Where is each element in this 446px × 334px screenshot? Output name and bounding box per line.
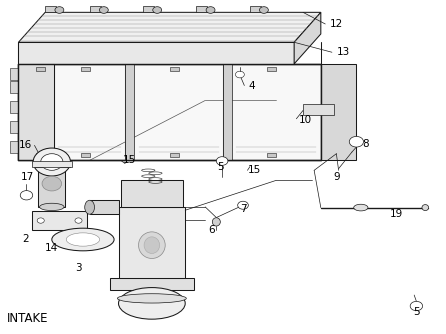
Circle shape (349, 136, 363, 147)
Polygon shape (294, 12, 321, 64)
Polygon shape (223, 64, 232, 160)
Polygon shape (18, 12, 321, 42)
Circle shape (99, 7, 108, 13)
Circle shape (410, 301, 423, 311)
Polygon shape (9, 121, 18, 133)
Text: 3: 3 (75, 264, 82, 274)
Text: 15: 15 (123, 155, 136, 165)
Bar (36, 153, 45, 157)
Text: 9: 9 (333, 172, 340, 182)
Circle shape (75, 218, 82, 223)
Text: 4: 4 (248, 80, 255, 91)
Polygon shape (90, 200, 120, 214)
Bar (36, 66, 45, 70)
Polygon shape (321, 64, 356, 160)
Text: 14: 14 (45, 243, 58, 254)
Ellipse shape (422, 205, 429, 210)
Polygon shape (18, 42, 294, 64)
Text: 5: 5 (413, 307, 420, 317)
Text: INTAKE: INTAKE (8, 312, 49, 325)
Polygon shape (34, 162, 70, 167)
Text: 5: 5 (218, 162, 224, 172)
Text: 6: 6 (209, 225, 215, 235)
Circle shape (41, 154, 63, 170)
Text: 16: 16 (19, 140, 32, 150)
Polygon shape (32, 211, 87, 230)
Circle shape (216, 157, 228, 165)
Circle shape (235, 71, 244, 78)
Polygon shape (54, 64, 321, 160)
Bar (169, 66, 178, 70)
Circle shape (153, 7, 161, 13)
Polygon shape (110, 279, 194, 290)
Bar (196, 6, 207, 12)
Bar (143, 6, 154, 12)
Text: 8: 8 (362, 139, 368, 149)
Polygon shape (9, 101, 18, 113)
Text: 17: 17 (21, 172, 34, 182)
Polygon shape (125, 64, 134, 160)
Bar (81, 66, 90, 70)
Ellipse shape (212, 218, 220, 226)
Circle shape (37, 218, 44, 223)
Ellipse shape (85, 200, 95, 214)
Circle shape (42, 176, 62, 191)
Ellipse shape (144, 237, 160, 254)
Circle shape (20, 191, 33, 200)
Bar (169, 153, 178, 157)
Circle shape (55, 7, 64, 13)
Bar (90, 6, 101, 12)
Polygon shape (121, 180, 183, 207)
Ellipse shape (117, 294, 186, 303)
Bar (268, 153, 277, 157)
Ellipse shape (40, 203, 64, 210)
Circle shape (33, 148, 70, 176)
Ellipse shape (66, 233, 99, 246)
Polygon shape (38, 167, 65, 207)
Bar (268, 66, 277, 70)
Text: 15: 15 (248, 165, 261, 175)
Bar (250, 6, 261, 12)
Bar (45, 6, 56, 12)
Ellipse shape (119, 288, 185, 319)
Text: 7: 7 (240, 204, 246, 213)
Polygon shape (18, 64, 54, 160)
Ellipse shape (139, 232, 165, 259)
Polygon shape (119, 207, 185, 279)
Circle shape (206, 7, 215, 13)
Circle shape (238, 201, 248, 209)
Polygon shape (9, 68, 18, 80)
Ellipse shape (52, 228, 114, 251)
Circle shape (260, 7, 268, 13)
Ellipse shape (354, 204, 368, 211)
Text: 2: 2 (22, 233, 29, 243)
Text: 12: 12 (330, 19, 343, 29)
Text: 13: 13 (336, 47, 350, 57)
Polygon shape (9, 141, 18, 153)
Text: 10: 10 (299, 116, 312, 126)
Text: 19: 19 (390, 208, 403, 218)
Polygon shape (18, 64, 54, 160)
Polygon shape (303, 104, 334, 116)
Bar (81, 153, 90, 157)
Polygon shape (9, 81, 18, 93)
Polygon shape (18, 64, 321, 160)
Polygon shape (32, 161, 72, 167)
